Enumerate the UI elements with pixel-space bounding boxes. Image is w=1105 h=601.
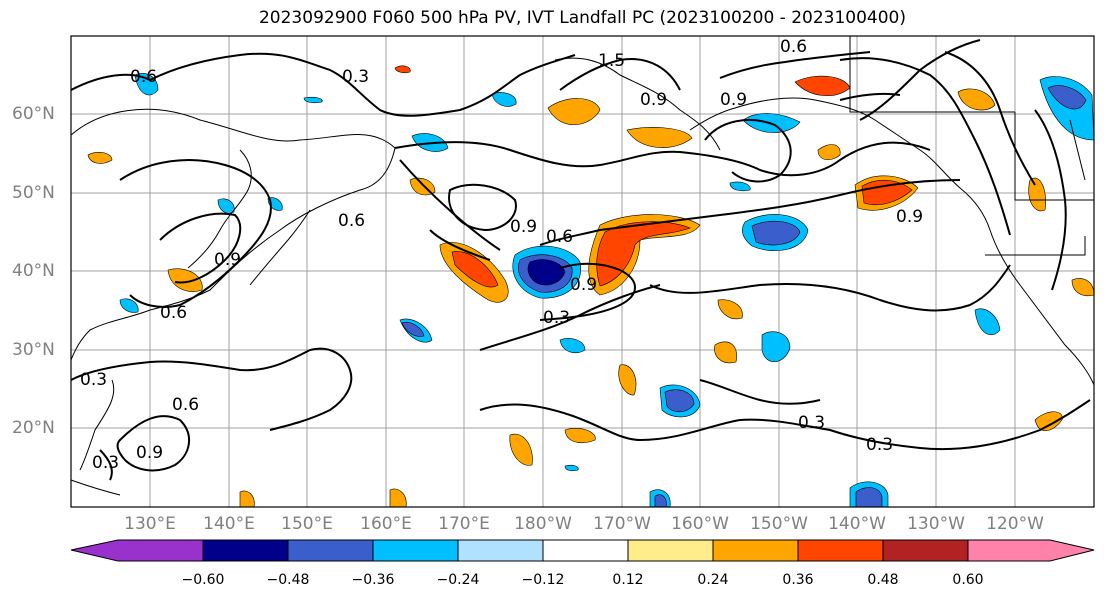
lat-label: 30°N [12,340,55,360]
contour-label: 0.6 [130,67,157,87]
lon-label: 160°W [671,514,729,534]
colorbar-swatch [628,540,713,561]
colorbar-tick-label: −0.36 [352,572,395,588]
colorbar-tick-label: 0.60 [952,572,983,588]
lon-label: 130°E [124,514,176,534]
contour-label: 0.6 [780,37,807,57]
colorbar-swatch [883,540,968,561]
lon-label: 150°E [281,514,333,534]
colorbar-swatch [543,540,628,561]
colorbar-swatch [458,540,543,561]
lat-label: 60°N [12,104,55,124]
colorbar [71,540,1094,561]
contour-label: 0.9 [214,250,241,270]
colorbar-tick-label: 0.12 [612,572,643,588]
lat-label: 50°N [12,183,55,203]
colorbar-tick-label: −0.24 [437,572,480,588]
lat-label: 40°N [12,261,55,281]
colorbar-swatch [373,540,458,561]
contour-label: 0.3 [80,370,107,390]
contour-label: 0.6 [338,211,365,231]
contour-label: 0.9 [720,90,747,110]
contour-label: 0.9 [510,217,537,237]
contour-label: 0.3 [866,435,893,455]
contour-label: 0.6 [160,303,187,323]
colorbar-tick-label: 0.36 [782,572,813,588]
lon-label: 140°W [828,514,886,534]
lon-label: 130°W [907,514,965,534]
contour-label: 0.6 [546,227,573,247]
contour-label: 0.3 [92,453,119,473]
colorbar-swatch [968,540,1094,561]
contour-label: 0.9 [570,275,597,295]
lon-label: 150°W [750,514,808,534]
lat-label: 20°N [12,418,55,438]
contour-label: 0.3 [798,413,825,433]
contour-label: 1.5 [598,51,625,71]
lon-label: 170°W [593,514,651,534]
contour-label: 0.3 [543,308,570,328]
colorbar-tick-label: −0.60 [182,572,225,588]
colorbar-tick-label: 0.24 [697,572,728,588]
colorbar-swatch [798,540,883,561]
contour-label: 0.6 [172,395,199,415]
colorbar-swatch [203,540,288,561]
colorbar-swatch [71,540,203,561]
colorbar-swatch [713,540,798,561]
lon-label: 160°E [360,514,412,534]
lon-label: 180°W [514,514,572,534]
contour-label: 0.3 [342,67,369,87]
colorbar-tick-label: −0.48 [267,572,310,588]
colorbar-swatch [288,540,373,561]
colorbar-tick-label: −0.12 [522,572,565,588]
lon-label: 170°E [438,514,490,534]
lon-label: 120°W [986,514,1044,534]
colorbar-tick-label: 0.48 [867,572,898,588]
contour-label: 0.9 [896,207,923,227]
map-figure: 1.5 0.6 0.9 0.6 0.6 0.9 0.9 0.3 0.6 0.9 … [0,0,1105,601]
contour-label: 0.9 [640,90,667,110]
lon-label: 140°E [203,514,255,534]
contour-label: 0.9 [136,443,163,463]
